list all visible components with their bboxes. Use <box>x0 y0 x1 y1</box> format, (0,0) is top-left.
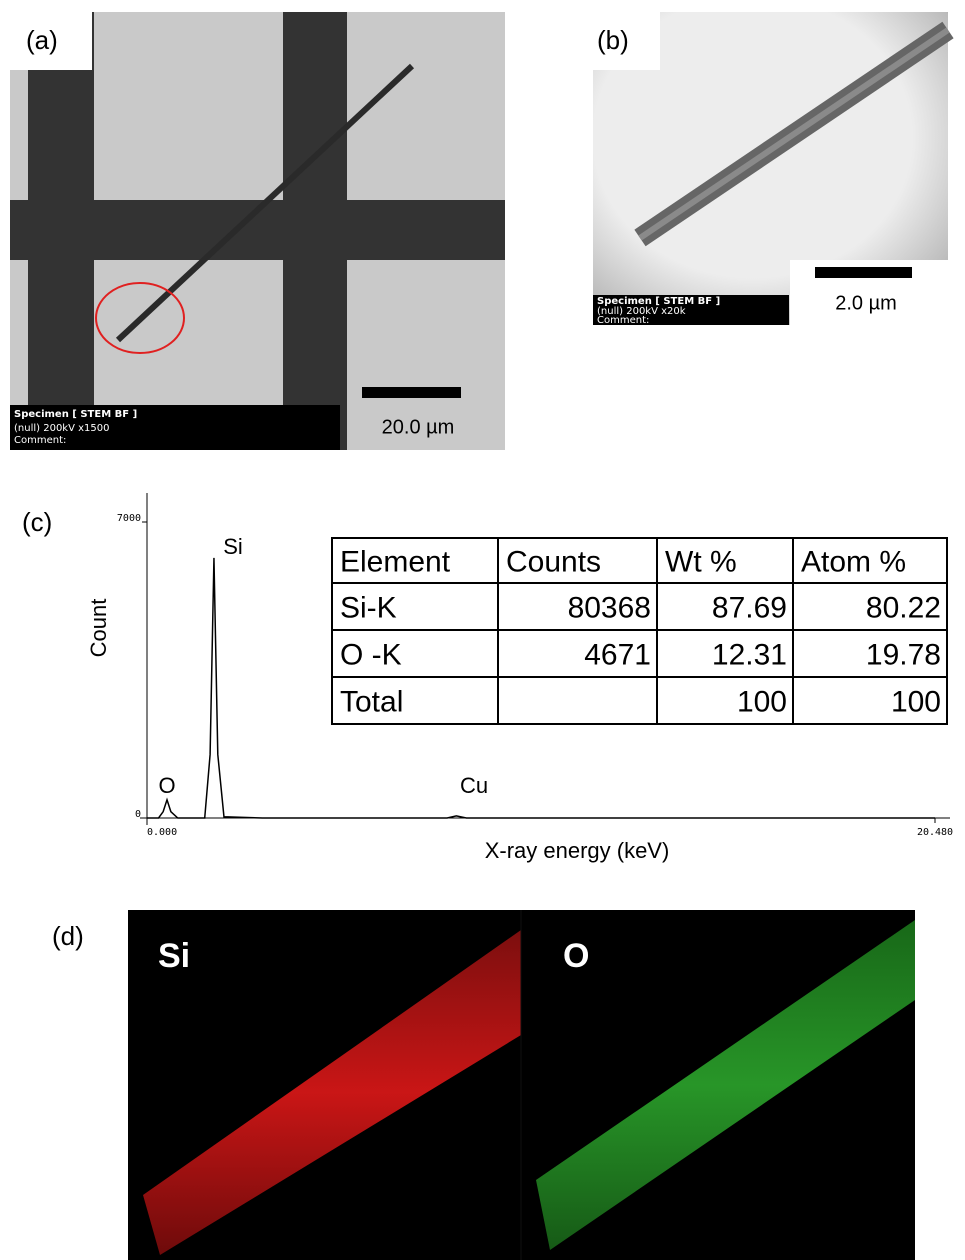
table-cell: 12.31 <box>712 638 787 671</box>
x-axis-label: X-ray energy (keV) <box>485 838 670 863</box>
table-header: Wt % <box>665 545 737 578</box>
peak-label: Si <box>223 534 243 559</box>
panel-a: (a) Specimen [ STEM BF ] (null) 200kV x1… <box>10 12 505 450</box>
panel-label: (b) <box>597 25 629 55</box>
peak-label: Cu <box>460 773 488 798</box>
table-cell: 87.69 <box>712 591 787 624</box>
table-header: Counts <box>506 545 601 578</box>
table-cell: 19.78 <box>866 638 941 671</box>
table-cell: Total <box>340 685 403 718</box>
table-cell: O -K <box>340 638 402 671</box>
composition-table: Element Counts Wt % Atom % Si-K 80368 87.69 80.… <box>332 538 947 724</box>
table-cell: 100 <box>737 685 787 718</box>
panel-label: (a) <box>26 25 58 55</box>
map-label: Si <box>158 937 190 975</box>
panel-label: (c) <box>22 507 52 537</box>
scale-bar <box>815 267 912 278</box>
panel-label: (d) <box>52 921 84 951</box>
figure: (a) Specimen [ STEM BF ] (null) 200kV x1… <box>0 0 965 1260</box>
table-cell: Si-K <box>340 591 397 624</box>
caption: Comment: <box>597 315 649 326</box>
x-tick-label: 20.480 <box>917 827 953 838</box>
table-header: Element <box>340 545 451 578</box>
x-tick-label: 0.000 <box>147 827 177 838</box>
scale-label: 20.0 µm <box>382 416 455 438</box>
caption: Comment: <box>14 435 66 446</box>
panel-d: (d) Si O <box>52 910 915 1260</box>
page: (a) Specimen [ STEM BF ] (null) 200kV x1… <box>0 0 965 1260</box>
scale-label: 2.0 µm <box>835 292 897 314</box>
table-header: Atom % <box>801 545 906 578</box>
panel-b: (b) Specimen [ STEM BF ] (null) 200kV x2… <box>593 12 948 326</box>
y-axis-label: Count <box>86 599 111 658</box>
y-tick-label: 7000 <box>117 513 141 524</box>
caption: (null) 200kV x1500 <box>14 423 109 434</box>
peak-label: O <box>158 773 175 798</box>
scale-bar <box>362 387 461 398</box>
table-cell: 4671 <box>584 638 651 671</box>
map-label: O <box>563 937 589 975</box>
table-cell: 100 <box>891 685 941 718</box>
caption: Specimen [ STEM BF ] <box>14 409 137 420</box>
table-cell: 80368 <box>568 591 651 624</box>
table-cell: 80.22 <box>866 591 941 624</box>
y-tick-label: 0 <box>135 809 141 820</box>
